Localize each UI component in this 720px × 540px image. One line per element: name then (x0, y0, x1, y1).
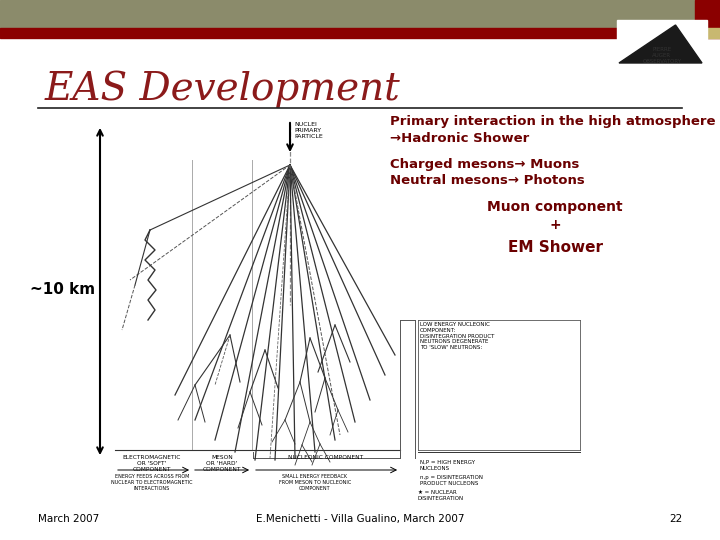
Bar (0, 28, 720, 38)
Text: ENERGY FEEDS ACROSS FROM
NUCLEAR TO ELECTROMAGNETIC
INTERACTIONS: ENERGY FEEDS ACROSS FROM NUCLEAR TO ELEC… (112, 474, 193, 491)
Text: ~10 km: ~10 km (30, 282, 95, 298)
Text: NUCLEONIC COMPONENT: NUCLEONIC COMPONENT (289, 455, 364, 460)
Text: E.Menichetti - Villa Gualino, March 2007: E.Menichetti - Villa Gualino, March 2007 (256, 514, 464, 524)
Text: Muon component: Muon component (487, 200, 623, 214)
Text: March 2007: March 2007 (38, 514, 99, 524)
Text: PIERRE
AUGER
OBSERVATORY: PIERRE AUGER OBSERVATORY (642, 48, 682, 64)
Text: n,p = DISINTEGRATION
PRODUCT NUCLEONS: n,p = DISINTEGRATION PRODUCT NUCLEONS (420, 475, 483, 486)
Text: NUCLEI
PRIMARY
PARTICLE: NUCLEI PRIMARY PARTICLE (294, 122, 323, 139)
Text: ★ = NUCLEAR
DISINTEGRATION: ★ = NUCLEAR DISINTEGRATION (418, 490, 464, 501)
Text: EAS Development: EAS Development (45, 70, 401, 107)
Text: 22: 22 (669, 514, 682, 524)
Text: SMALL ENERGY FEEDBACK
FROM MESON TO NUCLEONIC
COMPONENT: SMALL ENERGY FEEDBACK FROM MESON TO NUCL… (279, 474, 351, 491)
Text: →Hadronic Shower: →Hadronic Shower (390, 132, 529, 145)
Bar (0, 0, 720, 30)
Text: Primary interaction in the high atmosphere: Primary interaction in the high atmosphe… (390, 115, 716, 128)
Polygon shape (619, 25, 702, 63)
Text: ELECTROMAGNETIC
OR 'SOFT'
COMPONENT: ELECTROMAGNETIC OR 'SOFT' COMPONENT (123, 455, 181, 471)
Text: MESON
OR 'HARD'
COMPONENT: MESON OR 'HARD' COMPONENT (203, 455, 241, 471)
Bar (617, 20, 707, 65)
Text: Charged mesons→ Muons: Charged mesons→ Muons (390, 158, 580, 171)
Text: EM Shower: EM Shower (508, 240, 603, 255)
Text: LOW ENERGY NUCLEONIC
COMPONENT:
DISINTEGRATION PRODUCT
NEUTRONS DEGENERATE
TO 'S: LOW ENERGY NUCLEONIC COMPONENT: DISINTEG… (420, 322, 495, 350)
Bar (695, 28, 720, 38)
Text: Neutral mesons→ Photons: Neutral mesons→ Photons (390, 174, 585, 187)
Bar (695, 0, 720, 30)
Text: +: + (549, 218, 561, 232)
Text: N,P = HIGH ENERGY
NUCLEONS: N,P = HIGH ENERGY NUCLEONS (420, 460, 475, 471)
